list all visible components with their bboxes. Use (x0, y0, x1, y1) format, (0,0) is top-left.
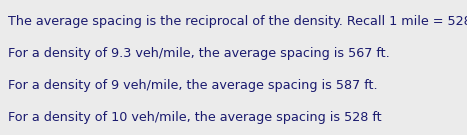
Text: The average spacing is the reciprocal of the density. Recall 1 mile = 5280 ft.: The average spacing is the reciprocal of… (8, 15, 467, 28)
Text: For a density of 10 veh/mile, the average spacing is 528 ft: For a density of 10 veh/mile, the averag… (8, 111, 382, 124)
Text: For a density of 9.3 veh/mile, the average spacing is 567 ft.: For a density of 9.3 veh/mile, the avera… (8, 48, 390, 60)
Text: For a density of 9 veh/mile, the average spacing is 587 ft.: For a density of 9 veh/mile, the average… (8, 79, 378, 92)
